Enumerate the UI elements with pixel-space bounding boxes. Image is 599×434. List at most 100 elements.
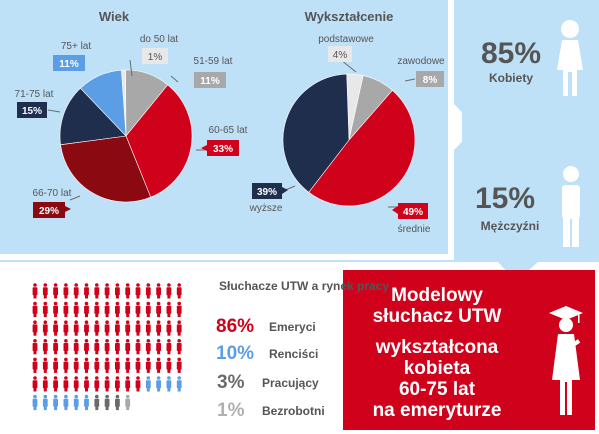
person-icon [42,357,48,373]
person-icon [53,283,58,299]
person-icon [115,301,120,318]
person-icon [125,320,131,336]
stat-label-emeryci: Emeryci [269,320,316,334]
person-icon [63,283,69,299]
leader-line [47,109,61,113]
person-icon [125,394,131,411]
women-percent: 85% [481,37,541,70]
person-icon [115,339,120,355]
pie-slice-75-lat [80,69,127,137]
stat-value-rencisci: 10% [216,343,254,364]
stat-value-bezrobotni: 1% [217,400,245,421]
pie-slice-wy-sze [282,73,350,193]
person-icon [104,301,110,318]
person-icon [145,339,151,355]
slice-label-51-59: 51-59 lat [194,56,233,67]
pie-slice-71-75-lat [59,87,127,146]
person-icon [115,376,120,392]
pie-slice-rednie [308,89,416,207]
person-icon [156,357,161,373]
person-icon [125,339,131,355]
person-icon [176,339,182,355]
person-icon [94,357,100,373]
men-label: Mężczyźni [481,219,540,233]
education-labels: podstawowe 4% zawodowe 8% 49% średnie 39… [249,34,445,235]
slice-label-zawodowe: zawodowe [397,56,445,67]
person-icon [73,320,79,336]
person-icon [115,283,120,299]
person-icon [145,376,151,392]
person-icon [73,283,79,299]
badge-pointer [201,145,207,151]
value-75-plus: 11% [59,59,79,70]
person-icon [32,394,38,411]
person-icon [125,301,131,318]
person-icon [176,376,182,392]
person-icon [42,394,48,411]
person-icon [32,376,38,392]
person-icon [135,376,141,392]
slice-label-srednie: średnie [398,224,431,235]
badge-pointer [282,187,288,194]
person-icon [84,339,89,355]
person-icon [63,376,69,392]
person-icon [135,301,141,318]
person-icon [32,320,38,336]
person-icon [135,357,141,373]
value-wyzsze: 39% [257,187,277,198]
person-icon [156,339,161,355]
age-labels: do 50 lat 1% 75+ lat 11% 51-59 lat 11% 6… [15,34,248,218]
slice-label-podstawowe: podstawowe [318,34,374,45]
person-icon [104,320,110,336]
stat-label-rencisci: Renciści [269,347,318,361]
person-icon [115,394,120,411]
person-icon [42,283,48,299]
person-icon [125,283,131,299]
person-icon [104,394,110,411]
value-badge-75-plus [53,55,85,71]
summary-box [343,270,595,430]
person-icon [84,320,89,336]
leader-line [129,59,133,77]
graduate-woman-icon [549,306,583,415]
person-icon [84,394,89,411]
person-icon [166,320,172,336]
pictogram-grid [32,283,182,411]
value-podstawowe: 4% [333,50,348,61]
gender-women: 85% Kobiety [481,20,583,96]
person-icon [63,301,69,318]
person-icon [63,357,69,373]
person-icon [53,394,58,411]
woman-icon [557,20,583,96]
value-badge-podstawowe [328,46,352,62]
person-icon [94,320,100,336]
person-icon [84,357,89,373]
person-icon [176,301,182,318]
person-icon [104,283,110,299]
person-icon [145,283,151,299]
women-label: Kobiety [489,71,533,85]
stat-label-bezrobotni: Bezrobotni [262,404,325,418]
person-icon [63,320,69,336]
person-icon [125,376,131,392]
leader-line [170,75,179,83]
slice-label-71-75: 71-75 lat [15,89,54,100]
person-icon [63,394,69,411]
person-icon [42,339,48,355]
person-icon [73,339,79,355]
men-percent: 15% [475,182,535,215]
person-icon [145,301,151,318]
value-badge-do-50 [142,48,168,64]
summary-line-3: wykształcona [375,337,499,358]
person-icon [63,339,69,355]
stat-label-pracujacy: Pracujący [262,376,319,390]
person-icon [104,339,110,355]
summary-text: Modelowy słuchacz UTW wykształcona kobie… [373,285,502,421]
person-icon [176,357,182,373]
person-icon [145,357,151,373]
value-srednie: 49% [403,207,423,218]
slice-label-do-50: do 50 lat [140,34,179,45]
person-icon [166,376,172,392]
badge-pointer [392,206,398,214]
